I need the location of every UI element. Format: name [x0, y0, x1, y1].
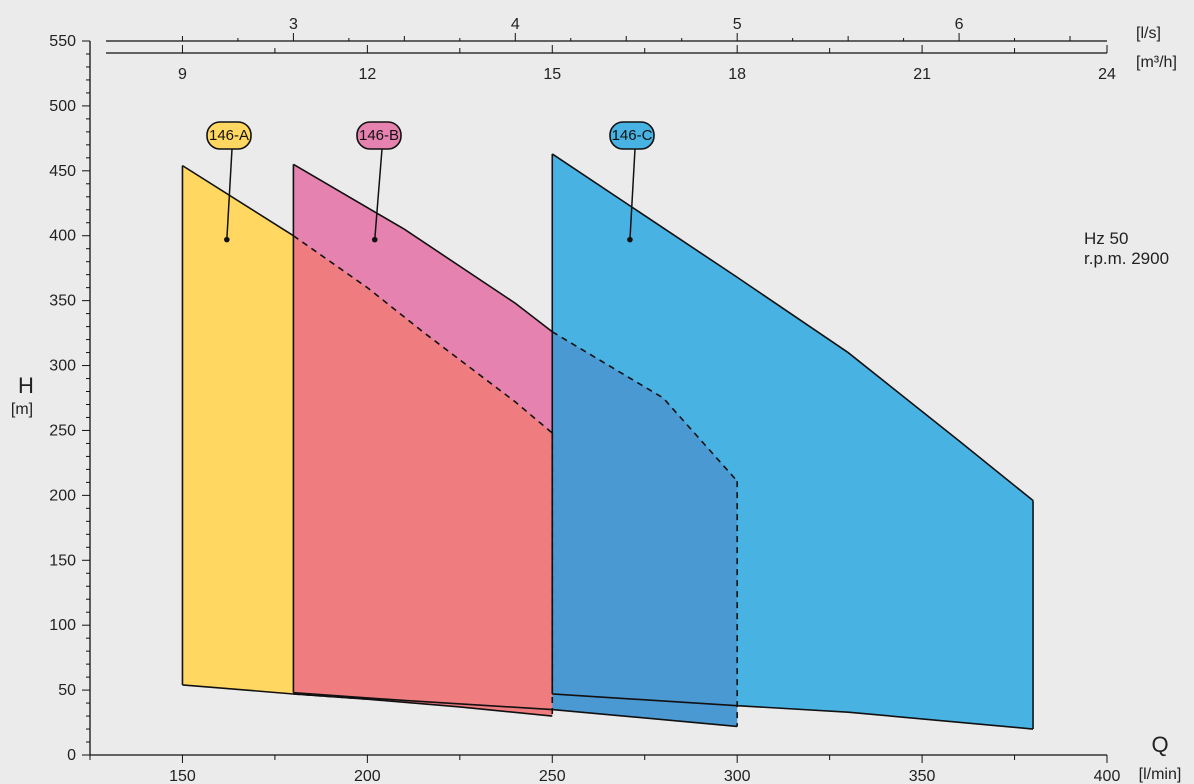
y-axis-unit: [m]: [11, 401, 33, 418]
series-146-c-bottom-edge: [552, 693, 1034, 730]
top-m3h-tick-label: 21: [913, 66, 931, 83]
overlap-146-b-146-c: [552, 331, 738, 727]
top-m3h-tick-label: 12: [358, 66, 376, 83]
x-axis-title: Q: [1151, 732, 1168, 757]
badge-label-146-a: 146-A: [209, 127, 249, 144]
axes: 0 50 100 150 200 250 300 350 400 450 500 550 150 200 2…: [49, 16, 1120, 784]
series-146-b-top-edge-hidden: [551, 331, 738, 482]
label-146-b: 146-B: [356, 121, 402, 243]
badge-label-146-c: 146-C: [612, 127, 653, 144]
y-tick-label: 50: [58, 682, 76, 699]
series-146-a-bottom-edge: [182, 684, 553, 717]
top-ls-tick-label: 3: [289, 16, 298, 33]
series-146-a-top-edge-hidden: [292, 235, 553, 434]
series-146-b-bottom-edge: [293, 691, 738, 728]
series-overlays: [181, 153, 1034, 730]
info-speed: r.p.m. 2900: [1084, 249, 1169, 268]
series-labels: 146-A 146-B 146-C: [206, 121, 655, 243]
overlap-146-a-146-b: [293, 235, 553, 717]
y-tick-label: 450: [49, 163, 76, 180]
leader-dot-146-c: [627, 236, 633, 243]
x-tick-label: 400: [1094, 768, 1121, 784]
x-tick-label: 300: [724, 768, 751, 784]
y-tick-label: 0: [67, 747, 76, 764]
top-ls-tick-label: 6: [955, 16, 964, 33]
leader-line-146-a: [226, 148, 233, 240]
y-tick-label: 550: [49, 33, 76, 50]
y-tick-label: 200: [49, 487, 76, 504]
top-m3h-tick-label: 15: [543, 66, 561, 83]
series-areas: [182, 153, 1034, 730]
top-m3h-tick-label: 9: [178, 66, 187, 83]
top-m3h-tick-label: 18: [728, 66, 746, 83]
label-146-a: 146-A: [206, 121, 252, 243]
y-tick-label: 350: [49, 293, 76, 310]
leader-dot-146-a: [224, 236, 230, 243]
badge-146-c: [609, 121, 655, 150]
x-tick-label: 200: [354, 768, 381, 784]
badge-146-b: [356, 121, 402, 150]
badge-label-146-b: 146-B: [359, 127, 399, 144]
x-tick-label: 250: [539, 768, 566, 784]
leader-line-146-c: [629, 148, 636, 240]
leader-line-146-b: [374, 148, 383, 240]
top-ls-tick-label: 4: [511, 16, 520, 33]
y-tick-label: 400: [49, 228, 76, 245]
series-146-a-top-edge: [182, 164, 294, 237]
y-tick-label: 300: [49, 358, 76, 375]
series-146-b-top-edge: [292, 163, 553, 333]
top-ls-tick-label: 5: [733, 16, 742, 33]
y-tick-label: 100: [49, 617, 76, 634]
y-axis-title: H: [18, 373, 34, 398]
x-tick-label: 150: [169, 768, 196, 784]
top-m3h-tick-label: 24: [1098, 66, 1116, 83]
info-frequency: Hz 50: [1084, 229, 1128, 248]
series-146-a-bottom-hidden: [293, 693, 368, 700]
top-ls-unit: [l/s]: [1136, 25, 1161, 42]
y-tick-label: 500: [49, 98, 76, 115]
top-m3h-unit: [m³/h]: [1136, 54, 1177, 71]
x-tick-label: 350: [909, 768, 936, 784]
y-tick-label: 250: [49, 422, 76, 439]
series-146-c-top-edge: [551, 153, 1034, 502]
badge-146-a: [206, 121, 252, 150]
leader-dot-146-b: [371, 236, 378, 243]
label-146-c: 146-C: [609, 121, 655, 243]
x-axis-unit: [l/min]: [1139, 766, 1182, 783]
y-tick-label: 150: [49, 552, 76, 569]
